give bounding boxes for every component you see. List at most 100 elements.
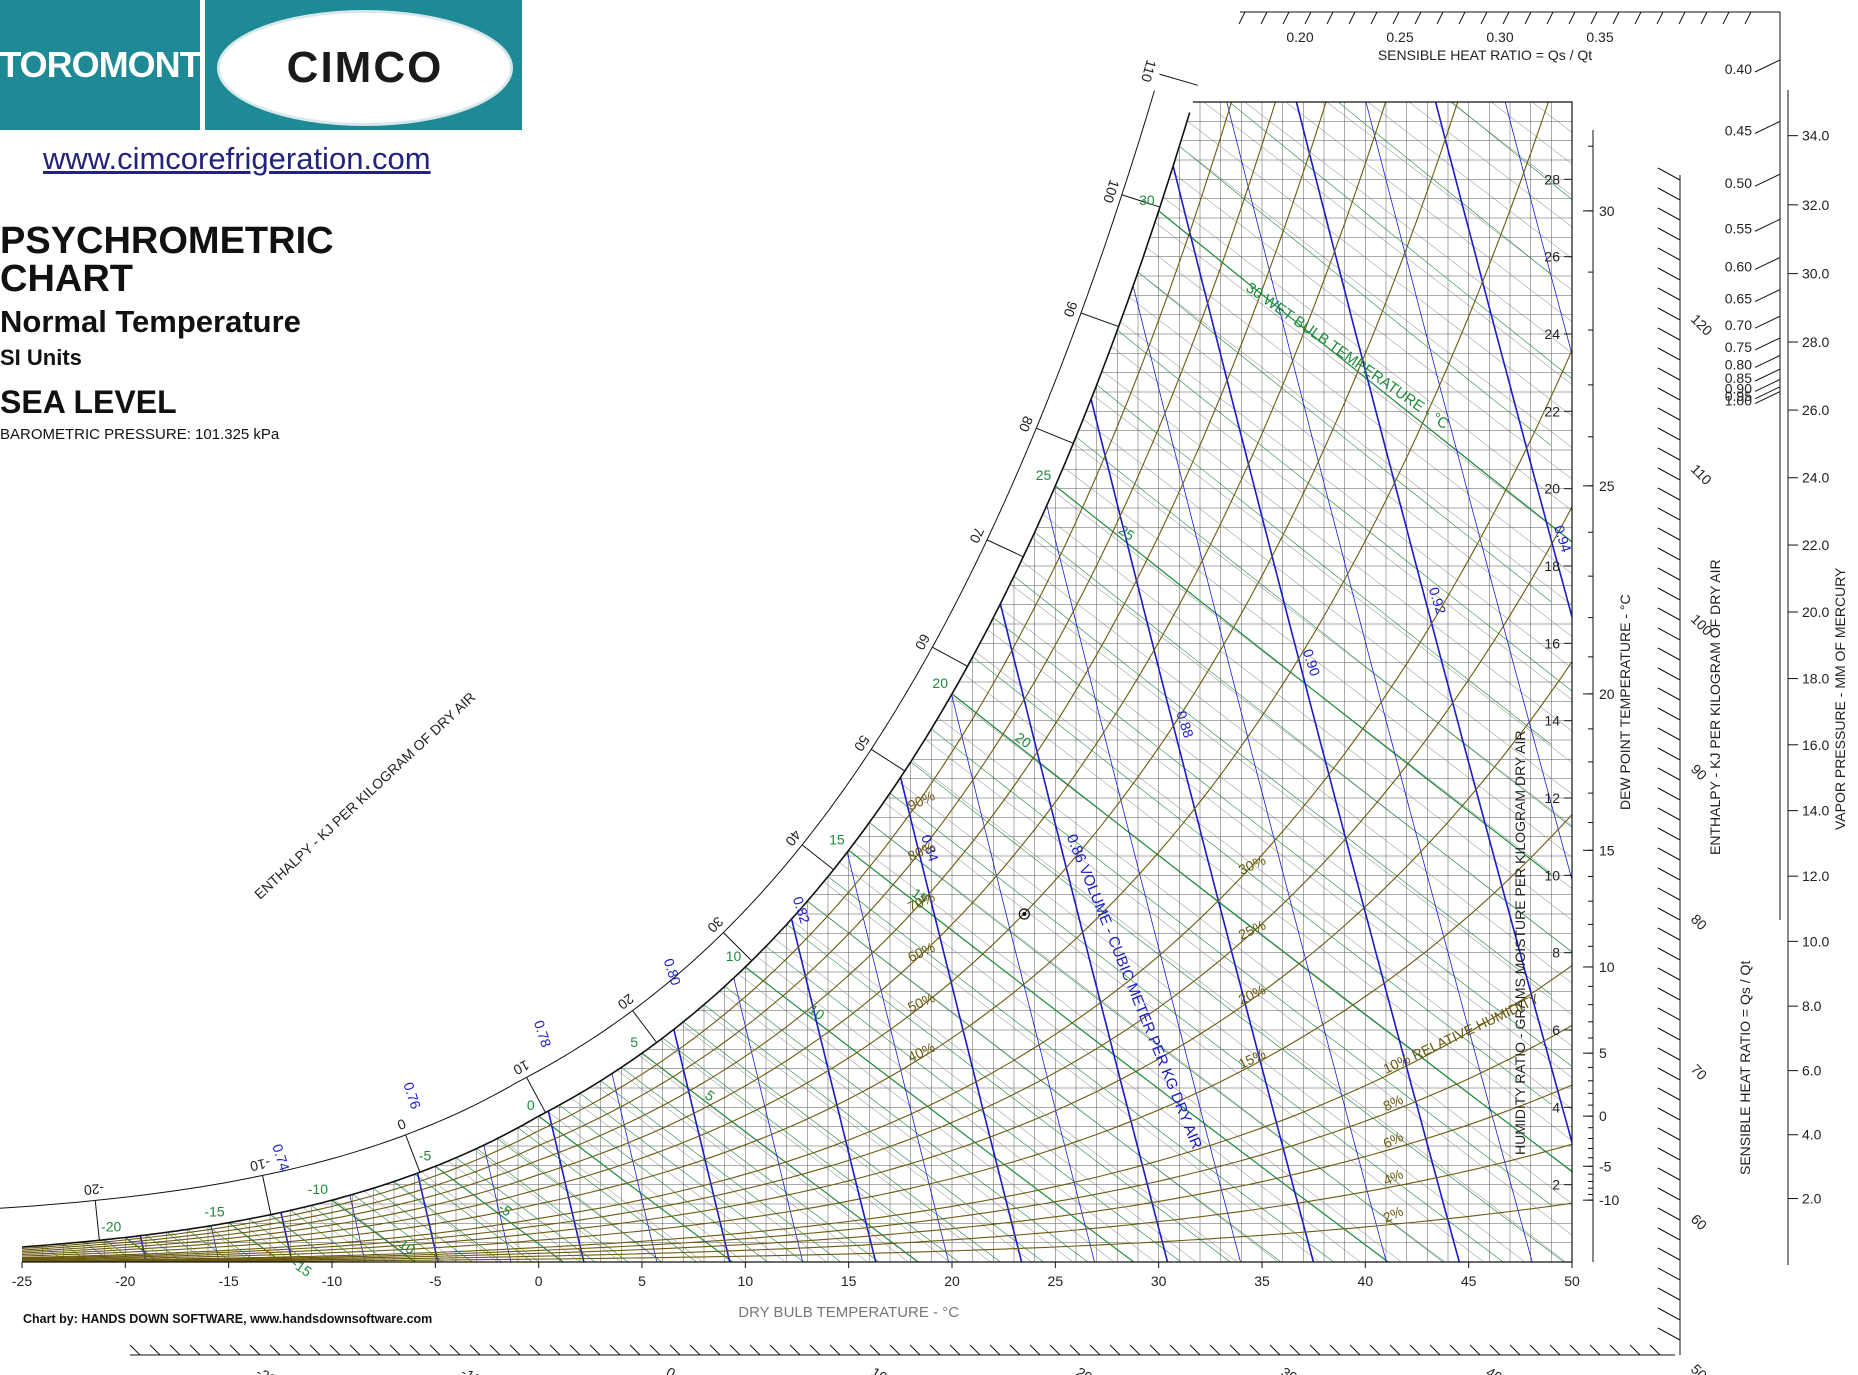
bottom-enthalpy-tick [889,1344,901,1356]
enthalpy-tick [632,1010,658,1043]
right-enthalpy-tick [1657,587,1681,601]
shr-right-label: 0.40 [1725,61,1752,77]
enthalpy-tick [1159,73,1198,86]
shr-right-tick [1754,355,1781,368]
shr-top-label: 0.30 [1486,29,1513,45]
bottom-enthalpy-tick [469,1344,481,1356]
rh-curve [22,349,1572,1259]
right-enthalpy-tick [1657,1207,1681,1221]
y-tick-label: 20 [1544,481,1560,497]
shr-top-tick [1436,11,1444,25]
bottom-enthalpy-tick [729,1344,741,1356]
enthalpy-tick [1036,427,1074,444]
vapor-pressure-label: 12.0 [1802,868,1829,884]
right-enthalpy-tick [1657,1127,1681,1141]
right-enthalpy-tick [1657,387,1681,401]
right-enthalpy-tick [1657,247,1681,261]
enthalpy-tick-label: 80 [1016,414,1037,435]
bottom-enthalpy-tick [549,1344,561,1356]
right-enthalpy-tick [1657,947,1681,961]
vapor-pressure-label: 4.0 [1802,1127,1822,1143]
right-enthalpy-tick [1657,807,1681,821]
dew-point-tick-label: -10 [1599,1192,1619,1208]
shr-right-tick [1754,337,1781,351]
x-tick-label: 30 [1151,1273,1167,1289]
wet-bulb-sat-label: -15 [204,1204,224,1220]
shr-top-tick [1392,11,1400,25]
rh-curve [22,102,1572,1256]
right-enthalpy-tick [1657,767,1681,781]
wet-bulb-sat-label: 20 [932,675,948,691]
enthalpy-tick-label: -20 [83,1181,105,1199]
bottom-enthalpy-tick [409,1344,421,1356]
right-enthalpy-tick [1657,967,1681,981]
bottom-enthalpy-tick [649,1344,661,1356]
wet-bulb-sat-label: -20 [101,1218,121,1234]
website-link[interactable]: www.cimcorefrigeration.com [43,141,431,176]
bottom-enthalpy-tick [1009,1344,1021,1356]
right-enthalpy-tick [1657,847,1681,861]
bottom-enthalpy-tick [1289,1344,1301,1356]
y-tick-label: 14 [1544,713,1560,729]
y-tick-label: 2 [1552,1177,1560,1193]
shr-right-tick [1754,120,1781,134]
wet-bulb-mid-label: 20 [1012,729,1034,751]
enthalpy-tick [870,748,906,772]
enthalpy-tick [801,844,834,871]
enthalpy-tick [986,539,1024,558]
wet-bulb-sat-label: 10 [726,948,742,964]
shr-right-tick [1754,315,1781,329]
right-enthalpy-tick [1657,1247,1681,1261]
vapor-pressure-label: 20.0 [1802,604,1829,620]
right-enthalpy-axis-label: ENTHALPY - KJ PER KILOGRAM OF DRY AIR [1707,559,1723,855]
enthalpy-tick [526,1077,546,1113]
right-enthalpy-tick [1657,1287,1681,1301]
enthalpy-tick-label: 10 [511,1057,532,1079]
cimco-logo-oval: CIMCO [217,10,513,126]
bottom-enthalpy-tick [1449,1344,1461,1356]
shr-top-tick [1260,11,1268,25]
state-point [1018,908,1030,920]
bottom-enthalpy-tick [1089,1344,1101,1356]
enthalpy-tick-label: -10 [248,1155,271,1175]
right-enthalpy-tick [1657,907,1681,921]
dew-point-tick-label: 25 [1599,478,1615,494]
shr-right-tick [1754,289,1781,303]
vapor-pressure-label: 26.0 [1802,402,1829,418]
right-enthalpy-tick [1657,1227,1681,1241]
x-tick-label: 45 [1461,1273,1477,1289]
bottom-enthalpy-tick [1049,1344,1061,1356]
bottom-enthalpy-tick [489,1344,501,1356]
vapor-pressure-label: 16.0 [1802,737,1829,753]
shr-right-label: 0.70 [1725,317,1752,333]
shr-right-label: 0.55 [1725,220,1752,236]
shr-top-tick [1304,11,1312,25]
right-enthalpy-tick [1657,1067,1681,1081]
shr-right-label: 0.80 [1725,356,1752,372]
x-tick-label: -15 [219,1273,239,1289]
right-enthalpy-tick [1657,627,1681,641]
bottom-enthalpy-tick [449,1344,461,1356]
rh-label: 6% [1381,1128,1406,1151]
bottom-enthalpy-tick [969,1344,981,1356]
x-tick-label: 40 [1358,1273,1374,1289]
shr-right-label: 0.45 [1725,122,1752,138]
shr-top-tick [1282,11,1290,25]
right-enthalpy-tick [1657,747,1681,761]
shr-top-tick [1370,11,1378,25]
enthalpy-tick [722,932,753,962]
state-point-dot [1022,912,1027,916]
y-tick-label: 4 [1552,1099,1560,1115]
volume-label: 0.88 [1173,709,1197,740]
pressure-label: BAROMETRIC PRESSURE: 101.325 kPa [0,426,280,443]
right-enthalpy-tick [1657,927,1681,941]
bottom-enthalpy-tick [929,1344,941,1356]
shr-top-tick [1238,11,1246,25]
bottom-enthalpy-label: 20 [1074,1364,1096,1375]
bottom-enthalpy-tick [949,1344,961,1356]
shr-right-tick [1754,386,1781,400]
right-enthalpy-tick [1657,787,1681,801]
bottom-enthalpy-label: 10 [869,1364,891,1375]
wet-bulb-mid-label: 25 [1116,522,1138,544]
